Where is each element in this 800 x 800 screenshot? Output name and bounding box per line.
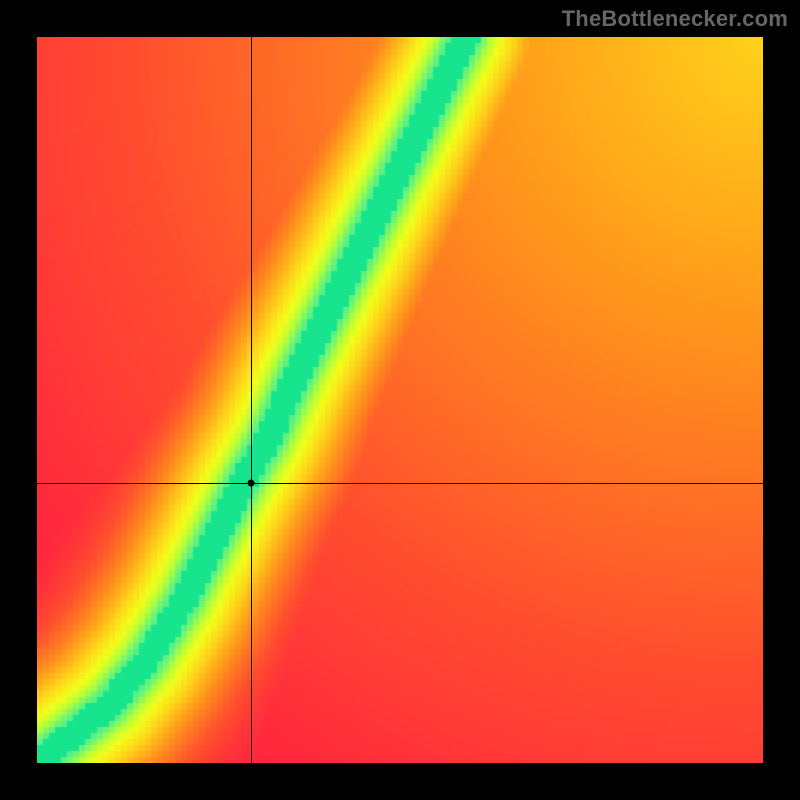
plot-frame [37, 37, 763, 763]
watermark-label: TheBottlenecker.com [562, 6, 788, 32]
crosshair-vertical [251, 37, 252, 763]
chart-container: TheBottlenecker.com [0, 0, 800, 800]
crosshair-marker [248, 480, 255, 487]
crosshair-horizontal [37, 483, 763, 484]
